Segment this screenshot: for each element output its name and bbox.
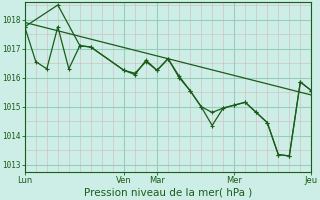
X-axis label: Pression niveau de la mer( hPa ): Pression niveau de la mer( hPa ) bbox=[84, 188, 252, 198]
